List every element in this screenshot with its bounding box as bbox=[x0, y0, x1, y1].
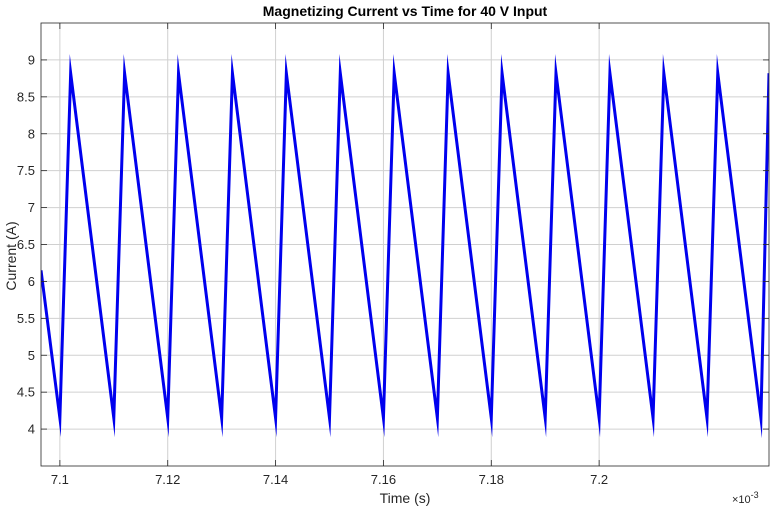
x-tick-label-1: 7.12 bbox=[155, 472, 180, 487]
y-tick-label-6: 7 bbox=[28, 200, 35, 215]
y-tick-label-1: 4.5 bbox=[17, 385, 35, 400]
tick-labels: 7.1 7.12 7.14 7.16 7.18 7.2 4 4.5 5 5.5 6 6.5 7 7.5 8 8… bbox=[17, 52, 608, 487]
tick-marks bbox=[41, 23, 769, 466]
y-tick-label-7: 7.5 bbox=[17, 163, 35, 178]
series-line-0 bbox=[41, 53, 769, 439]
y-tick-label-2: 5 bbox=[28, 348, 35, 363]
x-tick-label-0: 7.1 bbox=[51, 472, 69, 487]
y-tick-label-4: 6 bbox=[28, 274, 35, 289]
x-tick-label-5: 7.2 bbox=[590, 472, 608, 487]
y-axis-label: Current (A) bbox=[3, 221, 19, 290]
x-axis-label: Time (s) bbox=[380, 490, 431, 506]
x-axis-exponent: ×10-3 bbox=[732, 490, 759, 506]
y-tick-label-10: 9 bbox=[28, 52, 35, 67]
x-tick-label-2: 7.14 bbox=[263, 472, 288, 487]
y-tick-label-3: 5.5 bbox=[17, 311, 35, 326]
x-exponent-power: -3 bbox=[751, 490, 759, 500]
y-tick-label-0: 4 bbox=[28, 422, 35, 437]
chart-title: Magnetizing Current vs Time for 40 V Inp… bbox=[263, 3, 548, 19]
series-layer bbox=[41, 53, 769, 439]
y-tick-label-8: 8 bbox=[28, 126, 35, 141]
y-tick-label-5: 6.5 bbox=[17, 237, 35, 252]
x-exponent-base: ×10 bbox=[732, 494, 751, 506]
y-tick-label-9: 8.5 bbox=[17, 89, 35, 104]
x-tick-label-3: 7.16 bbox=[371, 472, 396, 487]
x-tick-label-4: 7.18 bbox=[479, 472, 504, 487]
